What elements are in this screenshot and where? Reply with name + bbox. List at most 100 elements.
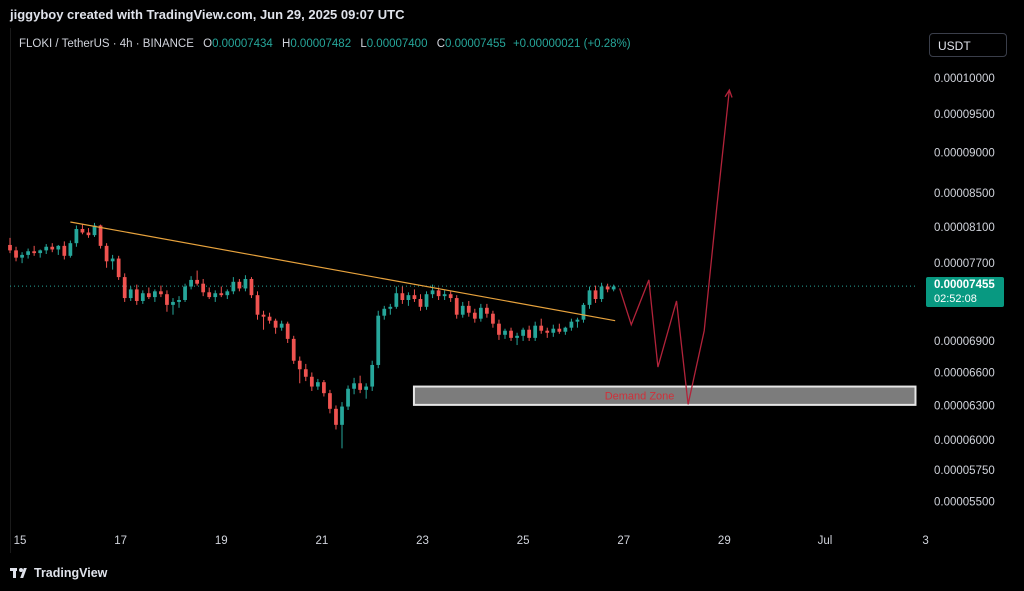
candle-body <box>189 279 193 287</box>
candle <box>394 286 399 309</box>
candle <box>44 244 49 254</box>
candle-body <box>128 289 133 299</box>
candle <box>358 375 362 394</box>
candle-body <box>370 364 375 387</box>
candle-body <box>364 386 369 390</box>
trendline-group <box>70 221 616 322</box>
candle-body <box>485 307 489 314</box>
currency-button[interactable]: USDT <box>929 33 1007 57</box>
candle <box>605 283 610 293</box>
low-key: L <box>360 38 367 50</box>
candle <box>146 287 151 300</box>
candle-body <box>551 328 556 333</box>
candle-body <box>587 290 592 305</box>
candle-body <box>448 294 453 299</box>
candle-body <box>62 245 67 256</box>
candle-body <box>478 307 483 319</box>
candle <box>370 360 375 391</box>
candle-body <box>171 301 175 305</box>
candle <box>273 318 278 334</box>
candle <box>551 324 556 337</box>
candle <box>563 326 568 335</box>
price-axis[interactable]: 0.00010000 0.00009500 0.00009000 0.00008500… <box>934 73 995 509</box>
candle-body <box>491 313 495 324</box>
time-tick-label: 15 <box>14 535 27 547</box>
candle <box>497 319 501 340</box>
time-tick-label: Jul <box>818 535 833 547</box>
candle-body <box>201 283 206 293</box>
candle <box>412 289 417 302</box>
candle <box>478 303 483 322</box>
candle <box>32 245 37 256</box>
candle <box>122 273 127 302</box>
candle <box>261 310 266 330</box>
candle-body <box>98 225 103 246</box>
chart-panel[interactable] <box>10 28 1015 553</box>
candle-body <box>140 293 145 301</box>
candle-body <box>237 281 242 289</box>
high-key: H <box>282 38 291 50</box>
candle-body <box>527 329 532 338</box>
candle-body <box>394 293 399 307</box>
close-value: 0.00007455 <box>445 38 506 50</box>
time-axis[interactable]: 15 17 19 21 23 25 27 29 Jul 3 <box>14 535 929 547</box>
bar-countdown: 02:52:08 <box>934 293 977 305</box>
candle-body <box>400 293 405 301</box>
price-tick-label: 0.00008500 <box>934 188 995 200</box>
top-caption-bar: jiggyboy created with TradingView.com, J… <box>0 0 1024 28</box>
projection-arrowhead <box>724 88 733 98</box>
candle-body <box>267 316 272 321</box>
candle-body <box>575 319 580 322</box>
candle-body <box>539 325 544 331</box>
price-tick-label: 0.00008100 <box>934 222 995 234</box>
candle <box>545 327 550 338</box>
candle-body <box>110 258 115 262</box>
candle-body <box>92 225 97 236</box>
candle <box>472 308 477 323</box>
candle <box>243 275 248 292</box>
price-tick-label: 0.00010000 <box>934 73 995 85</box>
candle <box>116 255 121 280</box>
candle-body <box>569 321 574 328</box>
price-tick-label: 0.00009000 <box>934 148 995 160</box>
brand-name: TradingView <box>34 566 108 580</box>
candle <box>448 291 453 302</box>
candle <box>207 287 212 300</box>
candle <box>430 284 435 299</box>
candle <box>183 283 187 302</box>
tradingview-footer[interactable]: TradingView <box>10 566 107 580</box>
candle-body <box>165 294 169 305</box>
candle <box>442 290 447 301</box>
candle-body <box>255 295 260 315</box>
candle <box>346 385 350 410</box>
candle <box>231 277 236 295</box>
symbol-label: FLOKI / TetherUS · 4h · BINANCE <box>19 38 194 50</box>
last-price-tag: 0.00007455 02:52:08 <box>926 277 1004 307</box>
candle <box>382 305 387 320</box>
candle-body <box>430 290 435 295</box>
price-tick-label: 0.00009500 <box>934 109 995 121</box>
candle <box>593 285 598 303</box>
candle <box>68 240 73 258</box>
time-tick-label: 23 <box>416 535 429 547</box>
candle-body <box>8 244 12 251</box>
candle-body <box>328 393 332 409</box>
candle <box>92 222 97 237</box>
candle-body <box>291 338 296 361</box>
candle <box>424 291 429 310</box>
candle <box>267 312 272 324</box>
candle <box>219 286 224 298</box>
candle <box>328 389 332 414</box>
candle <box>460 301 465 318</box>
candle <box>56 244 61 255</box>
candle <box>400 286 405 304</box>
candle-body <box>563 327 568 332</box>
projection-path <box>619 89 731 405</box>
candle-body <box>146 293 151 298</box>
candle <box>86 228 91 238</box>
candle <box>62 241 67 260</box>
candle <box>418 294 423 311</box>
candle <box>26 248 30 259</box>
candle-body <box>545 330 550 333</box>
